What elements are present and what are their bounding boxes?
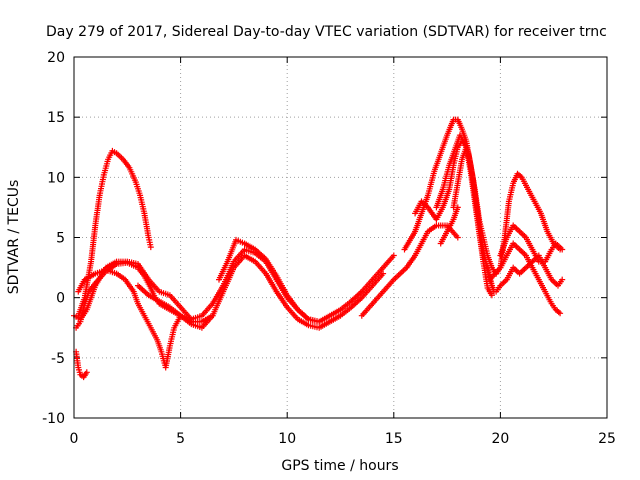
data-point-marker (316, 318, 323, 325)
data-point-marker (390, 252, 397, 259)
y-tick-labels: -10 -5 0 5 10 15 20 (42, 50, 65, 427)
x-axis-title: GPS time / hours (281, 458, 398, 474)
plot-frame (73, 56, 608, 419)
data-point-marker (454, 204, 461, 211)
y-tick-label: 20 (47, 50, 65, 66)
y-tick-label: 5 (56, 231, 65, 247)
x-tick-label: 5 (176, 431, 185, 447)
series-sat-d (75, 267, 184, 371)
series-sat-q (493, 252, 566, 295)
x-tick-label: 20 (491, 431, 509, 447)
series-sat-a (73, 348, 90, 381)
y-tick-label: -10 (42, 411, 65, 427)
x-tick-labels: 0 5 10 15 20 25 (70, 431, 616, 447)
data-point-marker (147, 244, 154, 251)
x-tick-label: 10 (278, 431, 296, 447)
y-tick-label: 15 (47, 110, 65, 126)
y-tick-label: -5 (51, 351, 65, 367)
series-sat-g (216, 236, 323, 325)
data-point-marker (380, 270, 387, 277)
series-sat-p (486, 240, 564, 317)
x-tick-label: 25 (598, 431, 616, 447)
data-point-marker (557, 310, 564, 317)
y-tick-label: 0 (56, 291, 65, 307)
data-point-marker (559, 246, 566, 253)
series-sat-m (437, 204, 461, 247)
x-tick-label: 0 (70, 431, 79, 447)
data-point-marker (454, 234, 461, 241)
plot-area (71, 116, 566, 381)
data-point-marker (488, 292, 495, 299)
series-sat-f (135, 252, 387, 331)
y-axis-title: SDTVAR / TECUs (6, 180, 22, 295)
x-tick-label: 15 (385, 431, 403, 447)
y-tick-label: 10 (47, 170, 65, 186)
series-sat-h (358, 222, 461, 319)
data-point-marker (559, 276, 566, 283)
series-sat-b (75, 147, 154, 319)
chart-title: Day 279 of 2017, Sidereal Day-to-day VTE… (46, 24, 607, 40)
data-point-marker (83, 369, 90, 376)
data-point-marker (555, 309, 562, 316)
series-sat-l (450, 144, 495, 299)
series-sat-n (493, 170, 564, 277)
